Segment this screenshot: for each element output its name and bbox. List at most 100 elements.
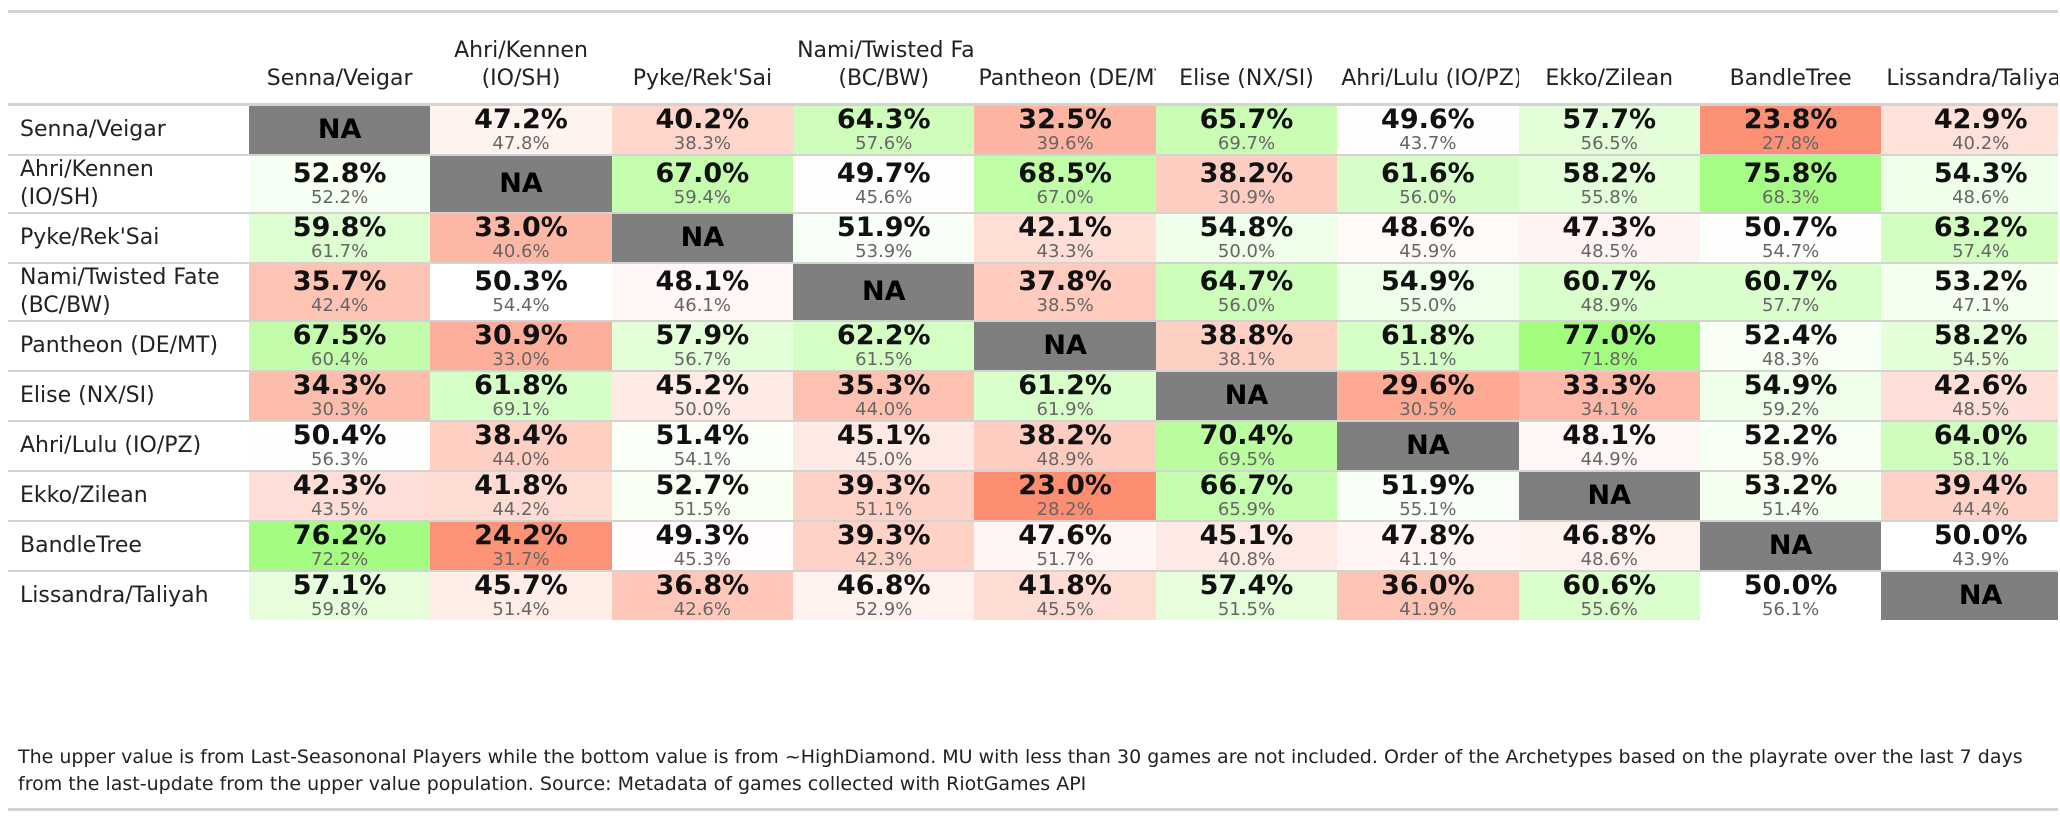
lower-value: 40.8%: [1217, 549, 1276, 570]
upper-value: 67.5%: [292, 320, 387, 351]
column-header-senna-veigar: Senna/Veigar: [248, 13, 431, 106]
heatmap-cell: 61.6% 56.0%: [1337, 154, 1519, 213]
heatmap-cell: 58.2% 54.5%: [1881, 320, 2058, 371]
upper-value: 47.3%: [1562, 212, 1657, 243]
heatmap-cell: 70.4% 69.5%: [1155, 420, 1338, 471]
lower-value: 48.6%: [1952, 187, 2010, 208]
lower-value: 46.1%: [673, 295, 731, 316]
heatmap-cell: 62.2% 61.5%: [793, 320, 975, 371]
na-label: NA: [1768, 530, 1813, 561]
upper-value: 54.3%: [1933, 158, 2028, 189]
lower-value: 44.9%: [1580, 449, 1638, 470]
heatmap-cell: 61.8% 51.1%: [1337, 320, 1519, 371]
heatmap-cell: 47.8% 41.1%: [1337, 520, 1519, 571]
upper-value: 42.6%: [1933, 370, 2028, 401]
lower-value: 56.3%: [311, 449, 369, 470]
upper-value: 45.7%: [474, 570, 568, 601]
lower-value: 56.0%: [1217, 295, 1276, 316]
lower-value: 51.1%: [1399, 349, 1457, 370]
upper-value: 50.4%: [292, 420, 387, 451]
upper-value: 49.3%: [655, 520, 750, 551]
row-label-ekko-zilean: Ekko/Zilean: [8, 470, 249, 521]
heatmap-cell: 54.9% 55.0%: [1337, 262, 1519, 321]
heatmap-cell: 54.3% 48.6%: [1881, 154, 2058, 213]
heatmap-cell: 59.8% 61.7%: [248, 212, 431, 263]
column-header-ahri-lulu-io-pz: Ahri/Lulu (IO/PZ): [1337, 13, 1519, 106]
upper-value: 68.5%: [1018, 158, 1112, 189]
heatmap-cell: 30.9% 33.0%: [430, 320, 612, 371]
lower-value: 45.3%: [673, 549, 731, 570]
bottom-rule: [8, 808, 2058, 811]
heatmap-cell: 51.9% 55.1%: [1337, 470, 1519, 521]
column-header-lissandra-taliyah: Lissandra/Taliyah: [1881, 13, 2058, 106]
upper-value: 47.2%: [474, 104, 568, 135]
upper-value: 36.0%: [1381, 570, 1475, 601]
lower-value: 55.0%: [1399, 295, 1457, 316]
upper-value: 46.8%: [836, 570, 931, 601]
upper-value: 63.2%: [1933, 212, 2028, 243]
lower-value: 51.1%: [855, 499, 913, 520]
lower-value: 52.9%: [855, 599, 913, 620]
upper-value: 61.2%: [1018, 370, 1112, 401]
upper-value: 53.2%: [1743, 470, 1838, 501]
lower-value: 57.4%: [1952, 241, 2010, 262]
lower-value: 51.5%: [673, 499, 731, 520]
upper-value: 49.6%: [1381, 104, 1475, 135]
upper-value: 57.1%: [292, 570, 387, 601]
upper-value: 70.4%: [1199, 420, 1294, 451]
column-header-line-2: (IO/SH): [481, 66, 561, 91]
upper-value: 57.4%: [1199, 570, 1294, 601]
heatmap-cell: 39.4% 44.4%: [1881, 470, 2058, 521]
upper-value: 33.3%: [1562, 370, 1657, 401]
upper-value: 58.2%: [1562, 158, 1657, 189]
lower-value: 69.7%: [1217, 133, 1276, 154]
lower-value: 60.4%: [311, 349, 369, 370]
na-label: NA: [1958, 580, 2003, 611]
upper-value: 38.4%: [474, 420, 568, 451]
upper-value: 52.7%: [655, 470, 750, 501]
heatmap-cell: 37.8% 38.5%: [974, 262, 1156, 321]
heatmap-cell: 42.6% 48.5%: [1881, 370, 2058, 421]
upper-value: 38.2%: [1199, 158, 1294, 189]
upper-value: 29.6%: [1381, 370, 1475, 401]
upper-value: 60.7%: [1743, 266, 1838, 297]
heatmap-cell-na: NA: [611, 212, 794, 263]
row-label-line-1: Ahri/Kennen: [20, 157, 154, 182]
lower-value: 65.9%: [1217, 499, 1276, 520]
na-label: NA: [499, 168, 543, 199]
heatmap-cell: 49.3% 45.3%: [611, 520, 794, 571]
heatmap-cell: 75.8% 68.3%: [1699, 154, 1882, 213]
upper-value: 64.3%: [836, 104, 931, 135]
upper-value: 66.7%: [1199, 470, 1294, 501]
upper-value: 54.9%: [1381, 266, 1475, 297]
heatmap-cell: 57.7% 56.5%: [1518, 103, 1700, 155]
heatmap-cell: 52.2% 58.9%: [1699, 420, 1882, 471]
lower-value: 59.2%: [1762, 399, 1820, 420]
upper-value: 24.2%: [474, 520, 568, 551]
upper-value: 38.8%: [1199, 320, 1294, 351]
lower-value: 41.1%: [1399, 549, 1457, 570]
heatmap-cell: 50.0% 56.1%: [1699, 570, 1882, 620]
upper-value: 47.8%: [1381, 520, 1475, 551]
lower-value: 34.1%: [1580, 399, 1638, 420]
heatmap-cell: 64.7% 56.0%: [1155, 262, 1338, 321]
lower-value: 42.6%: [673, 599, 731, 620]
lower-value: 45.0%: [855, 449, 913, 470]
table-row: Ahri/Kennen (IO/SH) 52.8% 52.2% NA 67.0% 59.4%…: [8, 154, 2058, 213]
heatmap-cell-na: NA: [1699, 520, 1882, 571]
heatmap-cell: 24.2% 31.7%: [430, 520, 612, 571]
footnote: The upper value is from Last-Seasononal …: [18, 746, 2023, 795]
upper-value: 64.7%: [1199, 266, 1294, 297]
lower-value: 55.1%: [1399, 499, 1457, 520]
heatmap-cell: 54.9% 59.2%: [1699, 370, 1882, 421]
lower-value: 57.6%: [855, 133, 913, 154]
column-header-line-1: Nami/Twisted Fate: [797, 38, 975, 63]
upper-value: 35.3%: [836, 370, 931, 401]
upper-value: 75.8%: [1743, 158, 1838, 189]
lower-value: 45.5%: [1036, 599, 1094, 620]
upper-value: 57.9%: [655, 320, 750, 351]
upper-value: 42.1%: [1018, 212, 1112, 243]
lower-value: 48.9%: [1036, 449, 1094, 470]
row-label-elise-nx-si: Elise (NX/SI): [8, 370, 249, 421]
lower-value: 44.2%: [492, 499, 550, 520]
